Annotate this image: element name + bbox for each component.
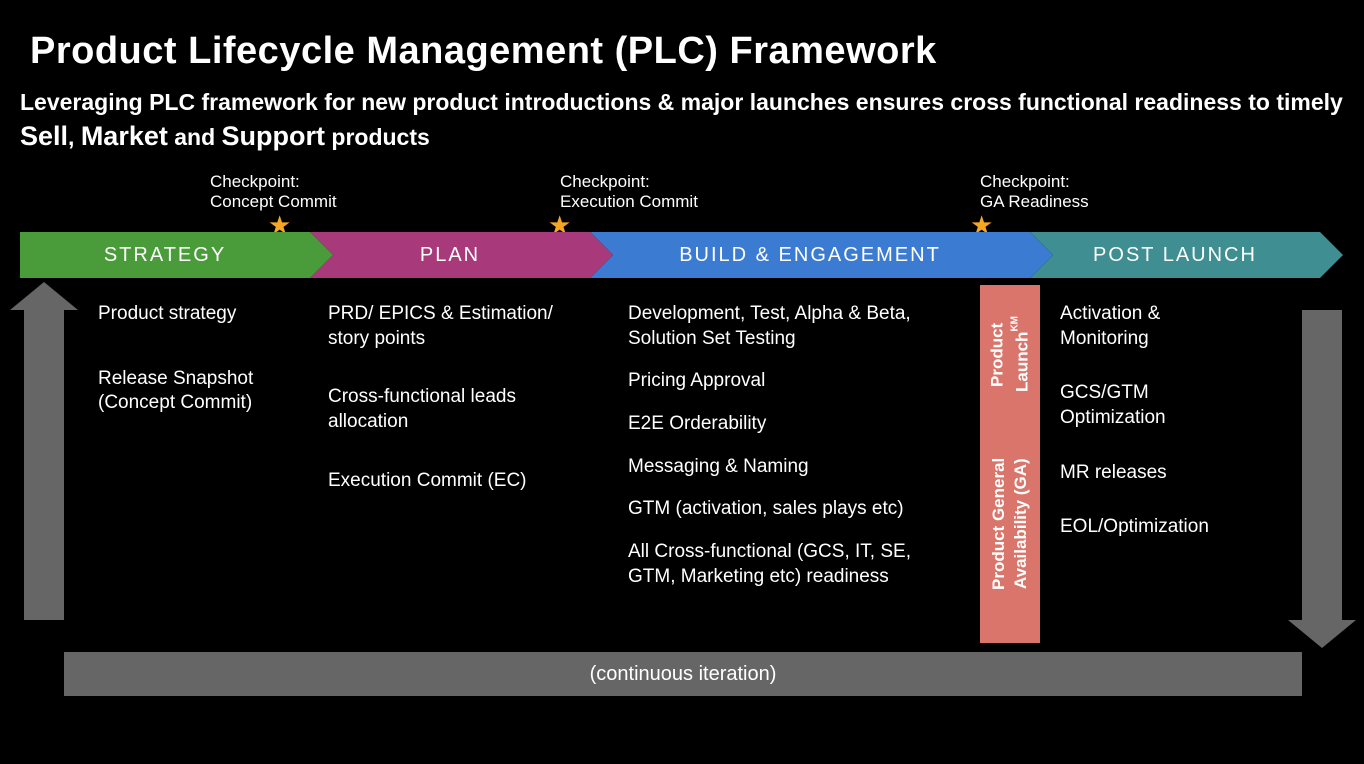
subtitle-pre: Leveraging PLC framework for new product… bbox=[20, 89, 1343, 115]
checkpoint-line1-1: Checkpoint: bbox=[560, 172, 698, 192]
build-item-4: GTM (activation, sales plays etc) bbox=[628, 497, 962, 522]
subtitle-sep1: , bbox=[68, 124, 81, 150]
subtitle-sell: Sell bbox=[20, 121, 68, 151]
build-item-1: Pricing Approval bbox=[628, 369, 962, 394]
column-build: Development, Test, Alpha & Beta, Solutio… bbox=[610, 292, 980, 632]
slide-title: Product Lifecycle Management (PLC) Frame… bbox=[30, 30, 1344, 73]
build-item-3: Messaging & Naming bbox=[628, 455, 962, 480]
checkpoint-line2-2: GA Readiness bbox=[980, 192, 1089, 212]
ga-ribbon-line1: Product General Availability (GA) bbox=[988, 414, 1032, 633]
phase-label-2: BUILD & ENGAGEMENT bbox=[679, 244, 941, 267]
plan-item-0: PRD/ EPICS & Estimation/ story points bbox=[328, 302, 592, 351]
ga-ribbon-line2-wrap: Product LaunchKM bbox=[987, 295, 1034, 414]
slide-root: Product Lifecycle Management (PLC) Frame… bbox=[0, 0, 1364, 764]
phase-label-3: POST LAUNCH bbox=[1093, 244, 1257, 267]
subtitle-post: products bbox=[331, 124, 429, 150]
subtitle-support: Support bbox=[222, 121, 325, 151]
phase-label-0: STRATEGY bbox=[104, 244, 226, 267]
phase-label-1: PLAN bbox=[420, 244, 480, 267]
checkpoint-label-0: Checkpoint:Concept Commit bbox=[210, 172, 337, 213]
ga-ribbon: Product General Availability (GA) Produc… bbox=[980, 285, 1040, 643]
slide-subtitle: Leveraging PLC framework for new product… bbox=[20, 87, 1344, 154]
checkpoint-line1-2: Checkpoint: bbox=[980, 172, 1089, 192]
phase-chevron-plan: PLAN bbox=[310, 232, 590, 278]
subtitle-sep2: and bbox=[168, 124, 222, 150]
plan-item-2: Execution Commit (EC) bbox=[328, 469, 592, 494]
checkpoint-line1-0: Checkpoint: bbox=[210, 172, 337, 192]
build-item-5: All Cross-functional (GCS, IT, SE, GTM, … bbox=[628, 540, 962, 589]
cycle-arrow-left bbox=[24, 310, 64, 620]
strategy-item-0: Product strategy bbox=[98, 302, 292, 327]
post-item-1: GCS/GTM Optimization bbox=[1060, 381, 1182, 430]
post-item-3: EOL/Optimization bbox=[1060, 515, 1182, 540]
phase-chevron-strategy: STRATEGY bbox=[20, 232, 310, 278]
post-item-0: Activation & Monitoring bbox=[1060, 302, 1182, 351]
iteration-bar: (continuous iteration) bbox=[64, 652, 1302, 696]
checkpoint-label-2: Checkpoint:GA Readiness bbox=[980, 172, 1089, 213]
checkpoint-label-1: Checkpoint:Execution Commit bbox=[560, 172, 698, 213]
phase-chevron-post-launch: POST LAUNCH bbox=[1030, 232, 1320, 278]
column-strategy: Product strategy Release Snapshot (Concep… bbox=[80, 292, 310, 632]
post-item-2: MR releases bbox=[1060, 461, 1182, 486]
phase-chevron-build-engagement: BUILD & ENGAGEMENT bbox=[590, 232, 1030, 278]
subtitle-market: Market bbox=[81, 121, 168, 151]
ga-ribbon-line2: Product Launch bbox=[988, 322, 1032, 392]
column-plan: PRD/ EPICS & Estimation/ story points Cro… bbox=[310, 292, 610, 632]
plan-item-1: Cross-functional leads allocation bbox=[328, 385, 592, 434]
iteration-bar-label: (continuous iteration) bbox=[590, 663, 777, 686]
ga-ribbon-sup: KM bbox=[1010, 316, 1021, 332]
checkpoint-line2-1: Execution Commit bbox=[560, 192, 698, 212]
checkpoints-row: Checkpoint:Concept Commit★Checkpoint:Exe… bbox=[0, 172, 1364, 232]
cycle-arrow-left-head bbox=[10, 282, 78, 310]
content-columns: Product strategy Release Snapshot (Concep… bbox=[80, 292, 1310, 632]
build-item-2: E2E Orderability bbox=[628, 412, 962, 437]
build-item-0: Development, Test, Alpha & Beta, Solutio… bbox=[628, 302, 962, 351]
phase-arrow-row: STRATEGY PLAN BUILD & ENGAGEMENT POST LAUNC… bbox=[20, 232, 1344, 278]
strategy-item-1: Release Snapshot (Concept Commit) bbox=[98, 367, 292, 416]
